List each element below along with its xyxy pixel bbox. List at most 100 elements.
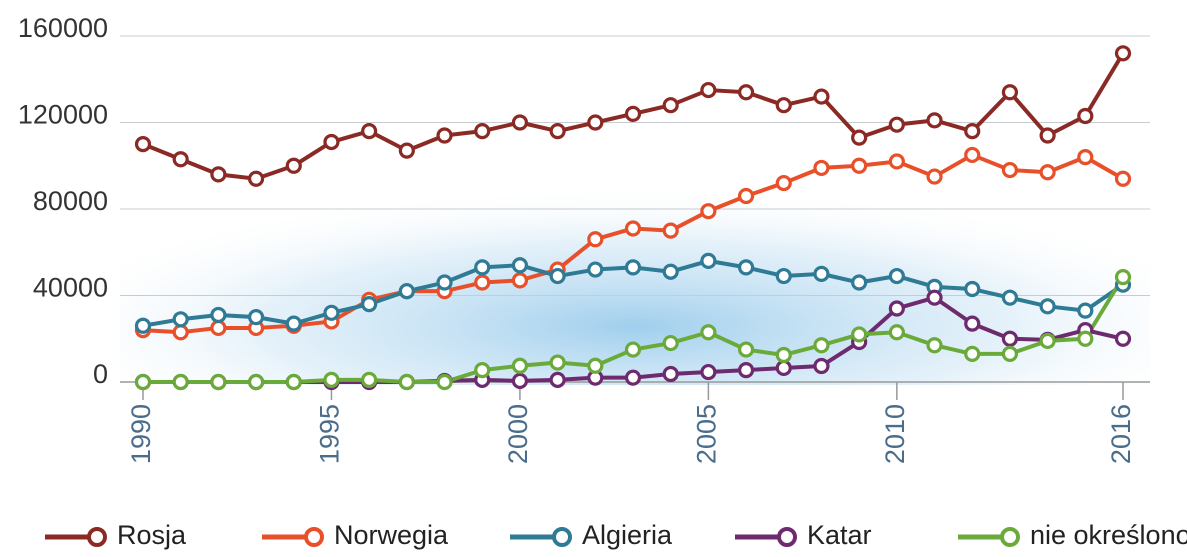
data-point <box>587 114 604 131</box>
data-point <box>926 168 943 185</box>
data-point <box>1039 127 1056 144</box>
data-point <box>549 123 566 140</box>
data-point <box>134 136 152 153</box>
data-point <box>662 263 679 280</box>
data-point <box>511 357 529 374</box>
data-point <box>247 309 265 326</box>
data-point <box>1077 302 1094 319</box>
data-point <box>511 272 529 289</box>
legend-label: Norwegia <box>334 520 449 550</box>
data-point <box>737 84 755 101</box>
x-tick-label: 1995 <box>315 404 345 464</box>
data-point <box>1114 330 1132 347</box>
data-point <box>700 324 717 341</box>
data-point <box>1001 84 1019 101</box>
data-point <box>436 274 453 291</box>
data-point <box>247 373 265 391</box>
data-point <box>624 369 642 386</box>
data-point <box>1039 332 1056 350</box>
data-point <box>210 319 227 337</box>
data-point <box>662 334 679 352</box>
data-point <box>1039 298 1056 315</box>
data-point <box>964 345 981 362</box>
data-point <box>323 371 340 388</box>
data-point <box>624 105 642 122</box>
data-point <box>851 274 868 291</box>
data-point <box>1001 345 1019 362</box>
data-point <box>549 371 566 388</box>
data-point <box>361 296 378 313</box>
y-tick-label: 0 <box>93 359 108 389</box>
data-point <box>474 274 491 291</box>
data-point <box>813 159 830 177</box>
y-tick-label: 40000 <box>33 273 108 303</box>
data-point <box>134 373 152 391</box>
data-point <box>775 97 792 114</box>
data-point <box>1077 149 1094 166</box>
x-tick-label: 2010 <box>880 404 910 464</box>
data-point <box>775 359 792 377</box>
data-point <box>813 337 830 354</box>
data-point <box>285 315 302 332</box>
data-point <box>210 166 227 183</box>
data-point <box>398 283 415 300</box>
legend-marker <box>552 527 572 547</box>
data-point <box>323 304 340 321</box>
y-tick-label: 160000 <box>18 13 108 43</box>
data-point <box>285 373 302 391</box>
data-point <box>587 357 604 374</box>
data-point <box>700 252 717 269</box>
data-point <box>700 363 717 381</box>
data-point <box>361 371 378 388</box>
data-point <box>662 365 679 383</box>
data-point <box>737 187 755 205</box>
data-point <box>172 324 189 341</box>
data-point <box>851 129 868 146</box>
data-point <box>662 97 679 114</box>
data-point <box>888 300 905 317</box>
data-point <box>737 341 755 358</box>
data-point <box>813 265 830 282</box>
data-point <box>964 146 981 164</box>
data-point <box>813 357 830 375</box>
data-point <box>398 142 415 159</box>
data-point <box>888 116 905 133</box>
data-point <box>210 306 227 324</box>
data-point <box>511 257 529 274</box>
data-point <box>926 112 943 129</box>
data-point <box>511 372 529 390</box>
data-point <box>624 259 642 276</box>
data-point <box>737 362 755 379</box>
data-point <box>737 259 755 276</box>
x-tick-label: 2000 <box>503 404 533 464</box>
data-point <box>172 311 189 328</box>
legend-marker <box>87 527 107 547</box>
data-point <box>323 133 340 151</box>
data-point <box>1077 330 1094 347</box>
data-point <box>474 362 491 379</box>
data-point <box>888 324 905 341</box>
data-point <box>964 280 981 298</box>
data-point <box>662 222 679 239</box>
data-point <box>247 170 265 187</box>
data-point <box>1114 269 1132 286</box>
data-point <box>775 267 792 285</box>
legend-label: Algieria <box>582 520 673 550</box>
data-point <box>888 153 905 170</box>
data-point <box>1001 289 1019 306</box>
data-point <box>134 317 152 334</box>
x-tick-label: 2016 <box>1106 404 1136 464</box>
legend-label: Katar <box>807 520 872 550</box>
data-point <box>1114 170 1132 187</box>
x-tick-label: 2005 <box>692 404 722 464</box>
x-tick-label: 1990 <box>126 404 156 464</box>
data-point <box>964 315 981 332</box>
data-point <box>210 373 227 391</box>
data-point <box>1039 164 1056 181</box>
data-point <box>587 231 604 248</box>
y-tick-label: 80000 <box>33 186 108 216</box>
data-point <box>1114 45 1132 62</box>
data-point <box>700 81 717 99</box>
data-point <box>511 114 529 131</box>
